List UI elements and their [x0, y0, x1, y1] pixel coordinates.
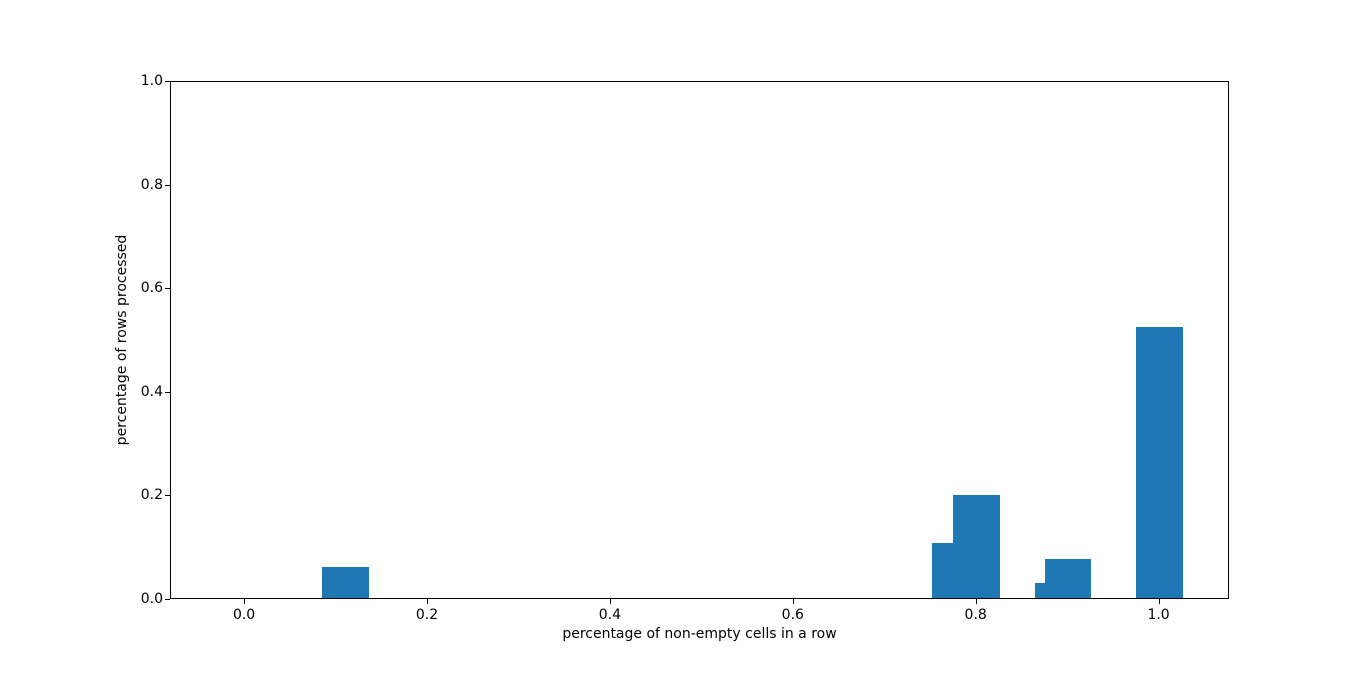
y-tick-label: 0.4 [140, 383, 163, 400]
y-tick-mark [165, 495, 170, 497]
y-tick-label: 0.6 [140, 280, 163, 297]
y-axis-label: percentage of rows processed [114, 234, 130, 446]
x-tick-mark [975, 599, 977, 604]
y-tick-mark [165, 81, 170, 82]
bar [953, 494, 1000, 598]
plot-area [170, 81, 1229, 599]
x-tick-mark [792, 599, 794, 604]
x-axis-label: percentage of non-empty cells in a row [562, 626, 837, 642]
y-tick-mark [165, 184, 170, 186]
x-tick-label: 0.0 [232, 607, 256, 623]
x-tick-mark [244, 599, 246, 604]
y-tick-label: 0.2 [140, 487, 163, 504]
y-tick-mark [165, 288, 170, 290]
x-tick-mark [1158, 599, 1160, 604]
x-tick-label: 0.8 [964, 607, 987, 623]
x-tick-label: 0.6 [781, 607, 804, 623]
y-tick-label: 0.0 [140, 591, 163, 607]
y-tick-mark [165, 599, 170, 600]
y-tick-label: 0.8 [140, 176, 163, 193]
bar [322, 566, 369, 598]
x-tick-label: 1.0 [1147, 607, 1170, 623]
x-tick-mark [427, 599, 428, 604]
y-tick-label: 1.0 [140, 73, 163, 89]
bar [1136, 327, 1183, 598]
y-tick-mark [165, 391, 170, 393]
x-tick-label: 0.2 [415, 607, 439, 623]
x-tick-label: 0.4 [598, 607, 622, 623]
x-tick-mark [609, 599, 611, 604]
bar [1044, 559, 1092, 598]
